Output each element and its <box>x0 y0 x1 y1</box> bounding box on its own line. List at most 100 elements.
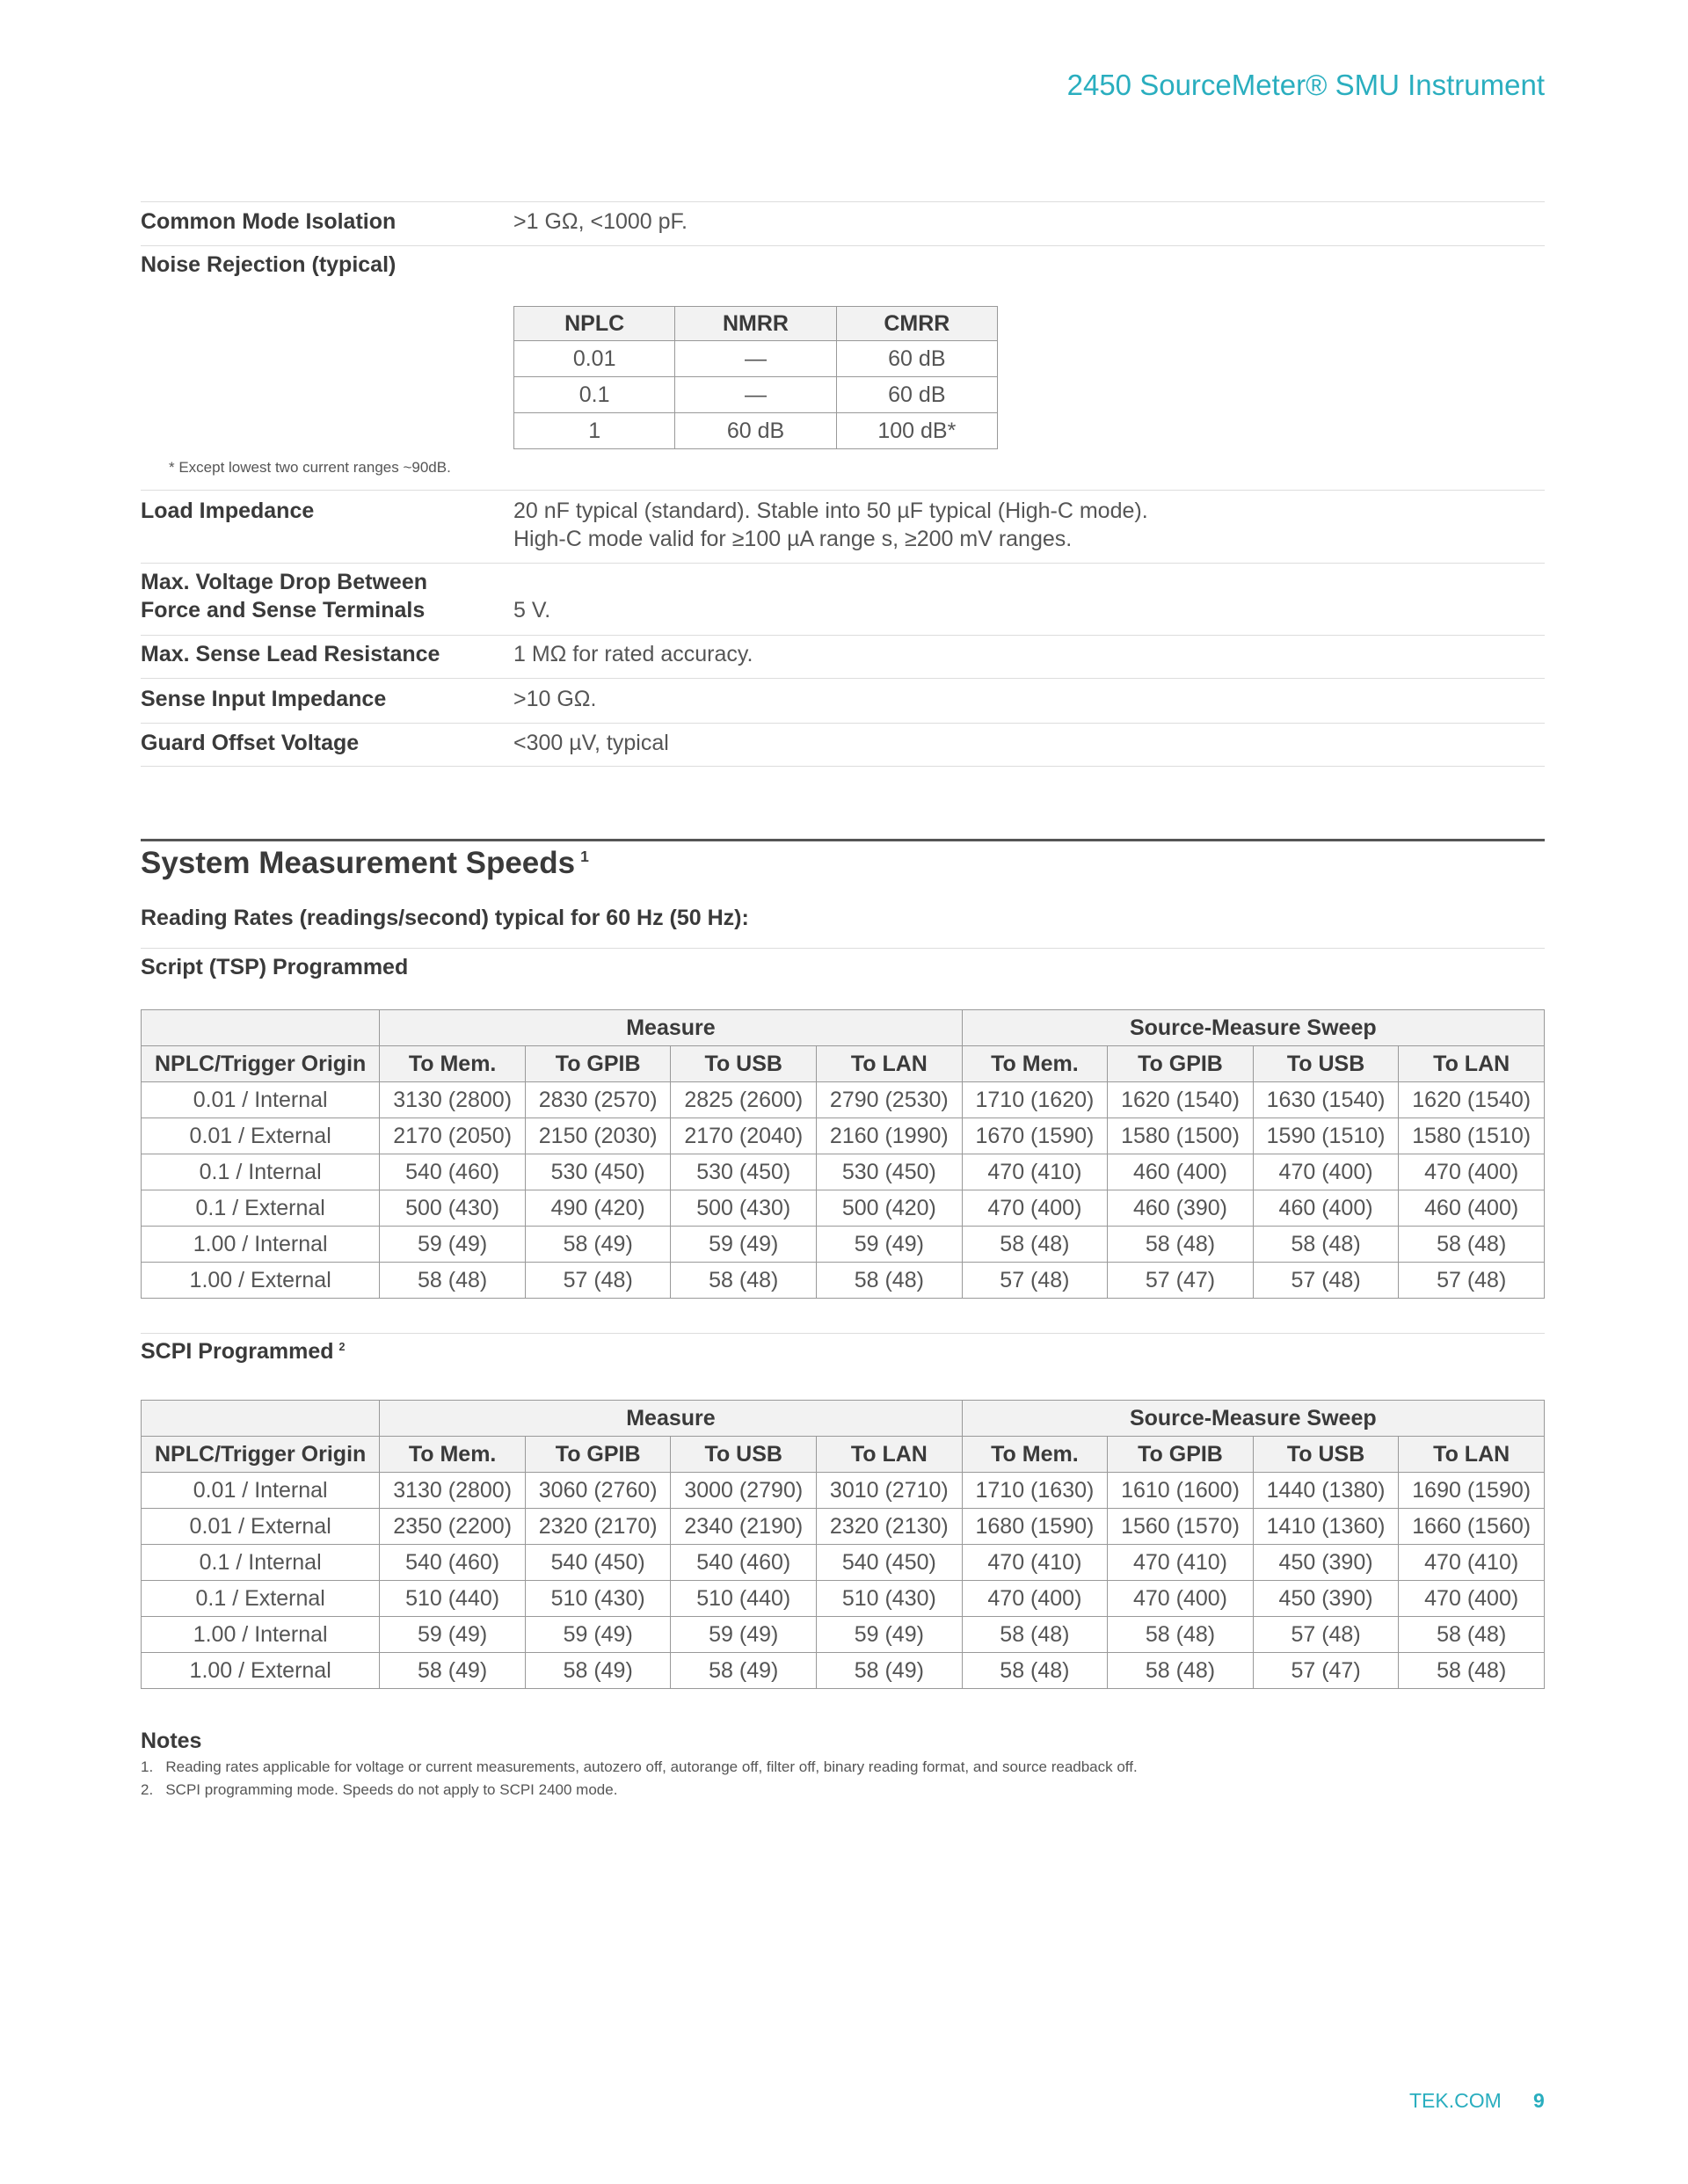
footer-site: TEK.COM <box>1409 2089 1502 2112</box>
table-cell: 58 (48) <box>379 1262 526 1299</box>
table-cell: 3130 (2800) <box>379 1472 526 1509</box>
table-cell: 59 (49) <box>379 1226 526 1263</box>
note: 1. Reading rates applicable for voltage … <box>141 1758 1138 1775</box>
table-cell: 58 (48) <box>816 1262 963 1299</box>
table-cell: 58 (48) <box>1398 1652 1545 1689</box>
table-cell: 57 (47) <box>1107 1262 1254 1299</box>
table-cell: 470 (400) <box>961 1190 1109 1227</box>
spec-value: 20 nF typical (standard). Stable into 50… <box>513 499 1148 523</box>
divider <box>141 563 1545 564</box>
table-cell: 1440 (1380) <box>1252 1472 1400 1509</box>
table-cell: 3060 (2760) <box>524 1472 672 1509</box>
table-cell: 58 (49) <box>379 1652 526 1689</box>
column-header: NMRR <box>674 306 837 341</box>
table-cell: 58 (48) <box>961 1616 1109 1653</box>
table-cell: 450 (390) <box>1252 1580 1400 1617</box>
table-cell: 58 (48) <box>1398 1226 1545 1263</box>
table-cell: 57 (47) <box>1252 1652 1400 1689</box>
table-cell: 2170 (2050) <box>379 1117 526 1154</box>
header-row: NPLC/Trigger Origin To Mem. To GPIB To USB T… <box>140 1045 1545 1082</box>
table-cell: 1.00 / External <box>140 1262 381 1299</box>
divider <box>141 678 1545 679</box>
spec-value: High-C mode valid for ≥100 µA range s, ≥… <box>513 527 1073 551</box>
table-cell: 58 (48) <box>1107 1226 1254 1263</box>
table-cell: 1580 (1500) <box>1107 1117 1254 1154</box>
table-row: 1.00 / Internal 59 (49) 58 (49) 59 (49) 59 (… <box>140 1226 1545 1263</box>
table-cell: 1690 (1590) <box>1398 1472 1545 1509</box>
subtitle: Reading Rates (readings/second) typical … <box>141 906 749 930</box>
table-cell: 59 (49) <box>670 1616 818 1653</box>
table-cell: 58 (48) <box>1107 1652 1254 1689</box>
table-cell: 2150 (2030) <box>524 1117 672 1154</box>
table-cell: 530 (450) <box>816 1154 963 1190</box>
table-cell: 1680 (1590) <box>961 1508 1109 1545</box>
spec-value: >10 GΩ. <box>513 687 597 711</box>
table-cell: 2825 (2600) <box>670 1081 818 1118</box>
table-cell: 58 (48) <box>961 1652 1109 1689</box>
table-cell: 60 dB <box>674 412 837 449</box>
group-header: Measure <box>379 1009 963 1046</box>
column-header: To Mem. <box>379 1045 526 1082</box>
table-title: SCPI Programmed 2 <box>141 1339 345 1365</box>
empty-header <box>140 1009 381 1046</box>
table-cell: 460 (400) <box>1252 1190 1400 1227</box>
table-cell: 58 (49) <box>524 1652 672 1689</box>
table-cell: 58 (48) <box>961 1226 1109 1263</box>
table-cell: 460 (400) <box>1398 1190 1545 1227</box>
column-header: To Mem. <box>961 1045 1109 1082</box>
table-cell: 0.1 / External <box>140 1580 381 1617</box>
table-cell: 470 (400) <box>1252 1154 1400 1190</box>
table-cell: 2160 (1990) <box>816 1117 963 1154</box>
footnote-marker: 1 <box>580 848 589 866</box>
table-cell: 540 (450) <box>816 1544 963 1581</box>
table-cell: 0.01 / Internal <box>140 1081 381 1118</box>
table-cell: 60 dB <box>835 376 999 413</box>
divider <box>141 1333 1545 1334</box>
table-cell: 500 (430) <box>670 1190 818 1227</box>
note: 2. SCPI programming mode. Speeds do not … <box>141 1781 618 1798</box>
divider <box>141 635 1545 636</box>
header-title: 2450 SourceMeter® SMU Instrument <box>1066 69 1545 101</box>
table-row: 0.1 / Internal 540 (460) 530 (450) 530 (450… <box>140 1154 1545 1190</box>
table-row: 0.01 / External 2170 (2050) 2150 (2030) 217… <box>140 1117 1545 1154</box>
column-header: NPLC/Trigger Origin <box>140 1045 381 1082</box>
column-header: To LAN <box>816 1436 963 1473</box>
column-header: To LAN <box>1398 1045 1545 1082</box>
divider <box>141 948 1545 949</box>
table-cell: 470 (410) <box>1398 1544 1545 1581</box>
table-cell: 460 (390) <box>1107 1190 1254 1227</box>
group-header: Source-Measure Sweep <box>961 1009 1546 1046</box>
spec-label: Noise Rejection (typical) <box>141 252 397 277</box>
table-cell: 0.01 / External <box>140 1117 381 1154</box>
table-cell: 1 <box>513 412 676 449</box>
table-cell: 470 (410) <box>961 1154 1109 1190</box>
table-title: Script (TSP) Programmed <box>141 955 408 980</box>
table-cell: 58 (48) <box>1398 1616 1545 1653</box>
table-cell: 540 (460) <box>379 1544 526 1581</box>
table-row: 1.00 / Internal 59 (49) 59 (49) 59 (49) 59 (… <box>140 1616 1545 1653</box>
table-cell: 470 (400) <box>1107 1580 1254 1617</box>
group-row: Measure Source-Measure Sweep <box>140 1009 1546 1046</box>
header-row: NPLC/Trigger Origin To Mem. To GPIB To USB T… <box>140 1436 1545 1473</box>
table-cell: 2170 (2040) <box>670 1117 818 1154</box>
spec-label: Common Mode Isolation <box>141 209 397 234</box>
table-cell: 58 (48) <box>1107 1616 1254 1653</box>
table-cell: 470 (410) <box>1107 1544 1254 1581</box>
table-cell: 1.00 / Internal <box>140 1226 381 1263</box>
noise-table: NPLC NMRR CMRR 0.01—60 dB 0.1—60 dB 1 60 dB 100… <box>513 306 999 449</box>
table-cell: 59 (49) <box>379 1616 526 1653</box>
table-cell: 470 (400) <box>1398 1580 1545 1617</box>
table-cell: 540 (460) <box>670 1544 818 1581</box>
table-cell: 59 (49) <box>670 1226 818 1263</box>
table-cell: 0.01 <box>513 340 676 377</box>
table-row: 0.1 / Internal 540 (460) 540 (450) 540 (460… <box>140 1544 1545 1581</box>
table-title-text: SCPI Programmed <box>141 1339 334 1364</box>
speed-table: Measure Source-Measure Sweep NPLC/Trigger … <box>140 1400 1546 1689</box>
table-cell: 59 (49) <box>816 1226 963 1263</box>
spec-value: >1 GΩ, <1000 pF. <box>513 209 688 234</box>
spec-label: Load Impedance <box>141 499 315 523</box>
table-row: 0.1—60 dB <box>513 376 999 413</box>
table-cell: 1620 (1540) <box>1107 1081 1254 1118</box>
empty-header <box>140 1400 381 1437</box>
table-row: 1.00 / External 58 (49) 58 (49) 58 (49) 58 (… <box>140 1652 1545 1689</box>
